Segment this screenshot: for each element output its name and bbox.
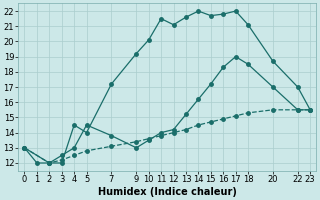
X-axis label: Humidex (Indice chaleur): Humidex (Indice chaleur) bbox=[98, 187, 237, 197]
